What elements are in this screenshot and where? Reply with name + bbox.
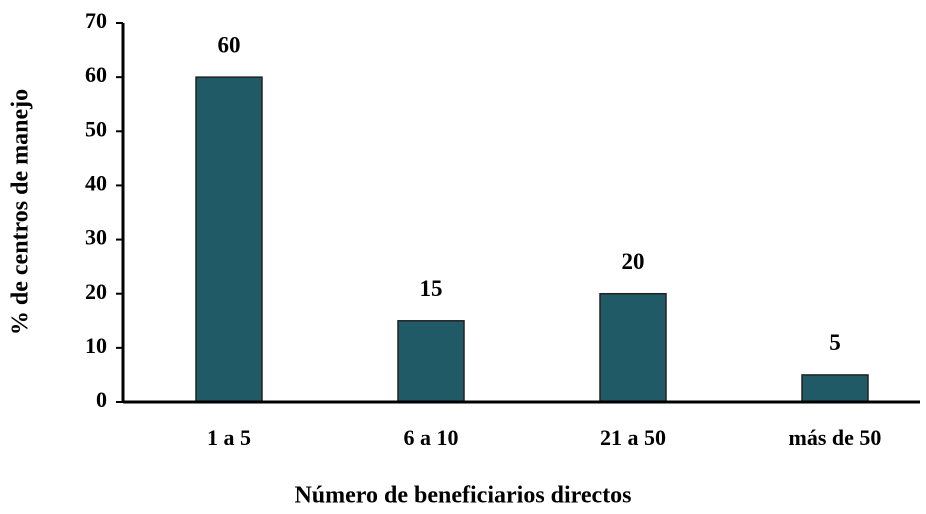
x-tick-label: 1 a 5: [207, 425, 251, 450]
data-label: 15: [420, 276, 443, 301]
data-label: 20: [622, 249, 645, 274]
y-tick-label: 60: [85, 62, 107, 87]
x-tick-label: 21 a 50: [600, 425, 666, 450]
data-label: 60: [218, 32, 241, 57]
data-label: 5: [829, 330, 841, 355]
y-tick-label: 40: [85, 170, 107, 195]
bar: [397, 320, 465, 403]
x-tick-label: más de 50: [789, 425, 882, 450]
bar: [195, 76, 263, 403]
bar: [599, 292, 667, 403]
x-tick-label: 6 a 10: [404, 425, 459, 450]
y-tick-label: 30: [85, 225, 107, 250]
x-axis-title: Número de beneficiarios directos: [294, 483, 631, 509]
y-tick-label: 10: [85, 333, 107, 358]
y-tick-label: 70: [85, 8, 107, 33]
y-tick-label: 20: [85, 279, 107, 304]
bar: [801, 374, 869, 403]
y-tick-label: 0: [96, 387, 107, 412]
y-tick-label: 50: [85, 116, 107, 141]
y-axis-title: % de centros de manejo: [8, 89, 34, 335]
